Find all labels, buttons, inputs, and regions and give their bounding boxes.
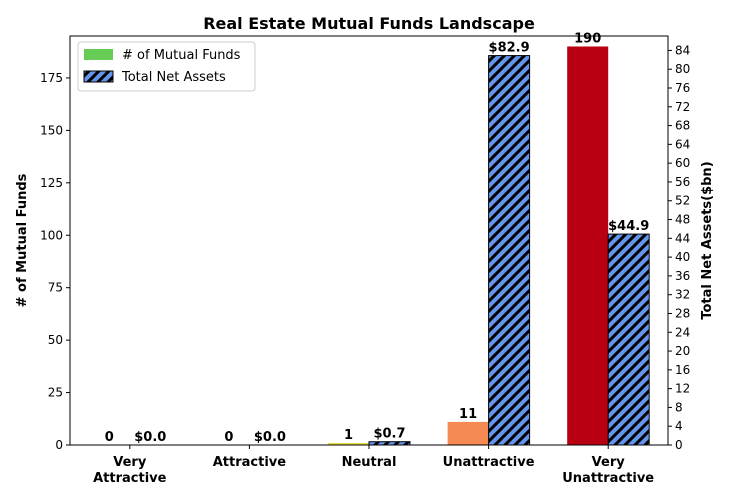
- x-tick-label: Very: [113, 455, 147, 470]
- y-tick-label: 75: [48, 281, 63, 295]
- y2-tick-label: 32: [675, 288, 690, 302]
- legend-label-funds: # of Mutual Funds: [122, 48, 241, 63]
- y2-tick-label: 44: [675, 231, 690, 245]
- data-label-funds: 1: [344, 428, 353, 443]
- legend-label-assets: Total Net Assets: [121, 70, 226, 85]
- x-tick-label: Unattractive: [562, 471, 654, 486]
- y2-tick-label: 16: [675, 363, 690, 377]
- chart-title: Real Estate Mutual Funds Landscape: [203, 14, 535, 33]
- legend-swatch-assets: [83, 70, 114, 83]
- y2-axis-title: Total Net Assets($bn): [700, 161, 715, 319]
- bars-assets: [368, 55, 650, 446]
- bar-assets: [488, 55, 531, 446]
- legend-box: [77, 41, 256, 92]
- y2-tick-label: 48: [675, 213, 690, 227]
- bars-funds: [328, 46, 609, 445]
- data-label-funds: 0: [105, 430, 114, 445]
- y2-tick-label: 68: [675, 119, 690, 133]
- x-tick-label: Very: [592, 455, 626, 470]
- y2-tick-label: 40: [675, 250, 690, 264]
- y-tick-label: 150: [40, 123, 63, 137]
- y2-tick-label: 52: [675, 194, 690, 208]
- plot-frame: [69, 35, 669, 446]
- y2-tick-label: 24: [675, 325, 690, 339]
- data-label-assets: $0.7: [373, 427, 405, 442]
- y2-tick-label: 8: [675, 400, 683, 414]
- y2-tick-label: 0: [675, 438, 683, 452]
- y-tick-label: 175: [40, 71, 63, 85]
- y2-tick-label: 80: [675, 62, 690, 76]
- data-label-funds: 190: [574, 31, 601, 46]
- bar-funds: [567, 46, 609, 445]
- x-tick-label: Unattractive: [443, 455, 535, 470]
- data-label-assets: $0.0: [134, 430, 166, 445]
- legend-swatch-funds: [84, 49, 113, 60]
- x-tick-label: Neutral: [342, 455, 397, 470]
- data-labels: 0 $0.0 0 $0.0 1 $0.7 11 $82.9 190 $44.9: [105, 31, 649, 445]
- y2-tick-label: 28: [675, 306, 690, 320]
- y-tick-label: 0: [55, 438, 63, 452]
- legend: # of Mutual Funds Total Net Assets: [77, 41, 256, 92]
- y-tick-label: 50: [48, 333, 63, 347]
- y2-tick-label: 72: [675, 100, 690, 114]
- y-axis-title: # of Mutual Funds: [15, 173, 30, 307]
- data-label-funds: 11: [459, 407, 477, 422]
- y2-tick-label: 76: [675, 81, 690, 95]
- y2-tick-label: 4: [675, 419, 683, 433]
- y-tick-label: 25: [48, 386, 63, 400]
- x-tick-label: Attractive: [93, 471, 167, 486]
- y2-tick-label: 64: [675, 137, 690, 151]
- bar-funds: [447, 421, 489, 445]
- bar-assets: [607, 233, 650, 446]
- data-label-assets: $44.9: [608, 219, 649, 234]
- y2-tick-label: 84: [675, 43, 690, 57]
- y2-tick-label: 12: [675, 382, 690, 396]
- y2-tick-label: 36: [675, 269, 690, 283]
- x-tick-label: Attractive: [213, 455, 287, 470]
- data-label-funds: 0: [224, 430, 233, 445]
- y-tick-label: 125: [40, 176, 63, 190]
- y2-tick-label: 56: [675, 175, 690, 189]
- y2-tick-label: 20: [675, 344, 690, 358]
- data-label-assets: $0.0: [254, 430, 286, 445]
- y-tick-label: 100: [40, 228, 63, 242]
- bar-funds: [328, 442, 369, 445]
- y2-tick-label: 60: [675, 156, 690, 170]
- data-label-assets: $82.9: [489, 41, 530, 56]
